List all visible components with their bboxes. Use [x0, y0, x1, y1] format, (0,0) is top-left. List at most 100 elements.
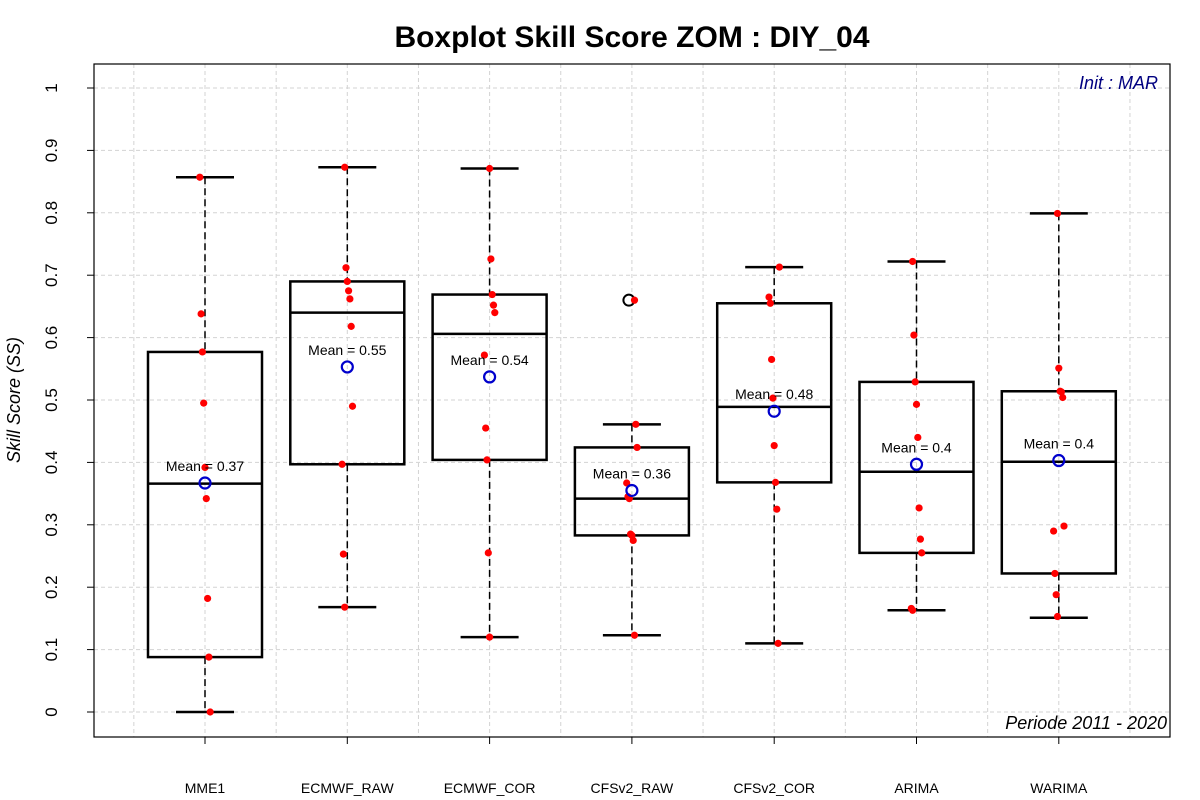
box-group-warima: Mean = 0.4	[1000, 209, 1118, 621]
mean-marker	[1052, 453, 1066, 468]
category-label: WARIMA	[1030, 780, 1088, 796]
plot-frame	[93, 63, 1171, 738]
data-point	[198, 348, 206, 356]
data-point	[196, 173, 204, 181]
mean-label: Mean = 0.54	[450, 352, 528, 368]
y-tick-label: 0.1	[42, 638, 61, 662]
data-point	[491, 309, 499, 317]
data-point	[341, 163, 349, 171]
data-point	[765, 293, 773, 301]
y-tick-label: 0.7	[42, 263, 61, 287]
data-point	[1053, 209, 1062, 218]
mean-label: Mean = 0.4	[1024, 436, 1095, 452]
data-point	[486, 164, 494, 173]
mean-marker	[483, 370, 497, 384]
box-group-cfsv2-cor: Mean = 0.48	[715, 263, 833, 647]
data-point	[348, 402, 357, 410]
data-point	[912, 400, 921, 408]
data-point	[483, 456, 491, 464]
x-axis-labels: MME1 ECMWF_RAW ECMWF_COR CFSv2_RAW CFSv2_COR…	[185, 737, 1088, 796]
y-axis-label: Skill Score (SS)	[4, 337, 24, 463]
mean-label: Mean = 0.55	[308, 342, 386, 358]
y-tick-label: 0.9	[42, 139, 61, 163]
category-label: ECMWF_RAW	[301, 780, 395, 796]
data-point	[204, 594, 212, 603]
period-annotation: Periode 2011 - 2020	[1005, 713, 1167, 733]
category-label: ARIMA	[894, 780, 939, 796]
data-point	[914, 433, 922, 442]
box-group-cfsv2-raw: Mean = 0.36	[573, 293, 691, 639]
data-point	[487, 255, 495, 263]
data-point	[918, 549, 926, 557]
mean-label: Mean = 0.4	[881, 439, 952, 455]
mean-label: Mean = 0.36	[593, 465, 671, 481]
data-point	[769, 394, 777, 402]
boxes-layer: Mean = 0.37 Mean = 0.55 Mean = 0.54 Mean = …	[146, 163, 1118, 716]
data-point	[770, 441, 778, 450]
data-point	[632, 420, 640, 428]
category-label: MME1	[185, 780, 226, 796]
data-point	[202, 494, 210, 503]
data-point	[1053, 612, 1062, 621]
box-group-mme1: Mean = 0.37	[146, 173, 264, 716]
data-point	[771, 478, 780, 486]
data-point	[775, 263, 784, 271]
data-point	[915, 504, 923, 512]
data-point	[1055, 364, 1063, 372]
data-point	[345, 287, 353, 295]
data-point	[486, 633, 494, 641]
y-tick-label: 1	[42, 83, 61, 92]
box-group-ecmwf-cor: Mean = 0.54	[431, 164, 548, 641]
data-point	[1060, 522, 1068, 530]
data-point	[630, 296, 639, 304]
data-point	[911, 378, 919, 386]
data-point	[773, 505, 781, 513]
data-point	[342, 264, 350, 272]
data-point	[623, 479, 631, 487]
data-point	[1059, 393, 1067, 402]
data-point	[484, 549, 492, 557]
data-point	[633, 443, 641, 452]
mean-marker	[625, 483, 639, 498]
mean-marker	[198, 476, 212, 490]
y-tick-label: 0.8	[42, 201, 61, 225]
init-annotation: Init : MAR	[1079, 73, 1158, 93]
mean-label: Mean = 0.48	[735, 386, 813, 402]
data-point	[343, 277, 351, 286]
box-iqr	[1000, 390, 1118, 575]
chart-title: Boxplot Skill Score ZOM : DIY_04	[394, 21, 869, 54]
data-point	[346, 295, 354, 303]
data-point	[482, 424, 490, 432]
data-point	[205, 653, 213, 661]
category-label: CFSv2_RAW	[591, 780, 675, 796]
data-point	[339, 550, 347, 558]
data-point	[201, 463, 209, 471]
data-point	[774, 639, 782, 647]
data-point	[488, 290, 496, 299]
y-tick-label: 0.6	[42, 326, 61, 350]
y-tick-label: 0.2	[42, 575, 61, 599]
y-tick-label: 0.3	[42, 513, 61, 537]
mean-marker	[909, 457, 924, 471]
box-group-ecmwf-raw: Mean = 0.55	[289, 163, 406, 611]
data-point	[480, 351, 488, 359]
data-point	[1051, 569, 1059, 578]
mean-marker	[767, 404, 781, 418]
data-point	[768, 355, 776, 364]
data-point	[909, 606, 917, 614]
data-point	[916, 535, 925, 543]
data-point	[1057, 388, 1065, 396]
mean-label: Mean = 0.37	[166, 458, 244, 474]
y-tick-label: 0.4	[42, 451, 61, 475]
data-point	[1052, 591, 1060, 599]
data-point	[206, 708, 214, 716]
category-label: CFSv2_COR	[733, 780, 815, 796]
data-point	[766, 299, 774, 307]
box-group-arima: Mean = 0.4	[858, 257, 975, 614]
data-point	[347, 322, 355, 330]
y-tick-label: 0.5	[42, 388, 61, 412]
data-point	[338, 460, 346, 468]
mean-marker	[340, 360, 354, 374]
data-point	[341, 603, 349, 611]
